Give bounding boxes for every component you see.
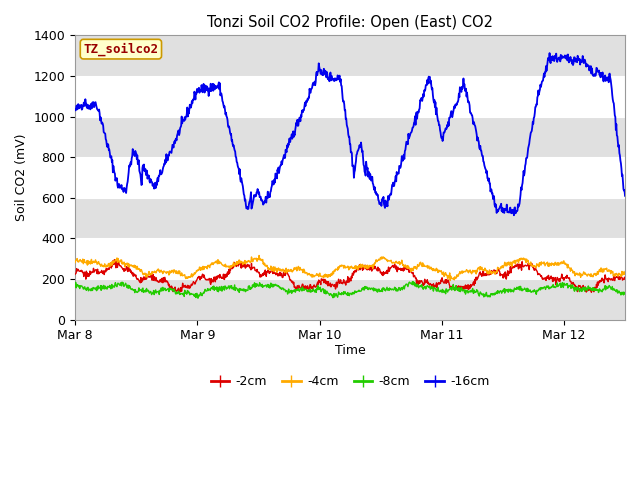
Bar [75, 198, 625, 239]
Bar [75, 117, 625, 157]
Legend: -2cm, -4cm, -8cm, -16cm: -2cm, -4cm, -8cm, -16cm [205, 370, 495, 393]
Bar [75, 279, 625, 320]
Y-axis label: Soil CO2 (mV): Soil CO2 (mV) [15, 134, 28, 221]
Title: Tonzi Soil CO2 Profile: Open (East) CO2: Tonzi Soil CO2 Profile: Open (East) CO2 [207, 15, 493, 30]
Bar [75, 36, 625, 76]
Text: TZ_soilco2: TZ_soilco2 [83, 42, 159, 56]
X-axis label: Time: Time [335, 344, 365, 357]
